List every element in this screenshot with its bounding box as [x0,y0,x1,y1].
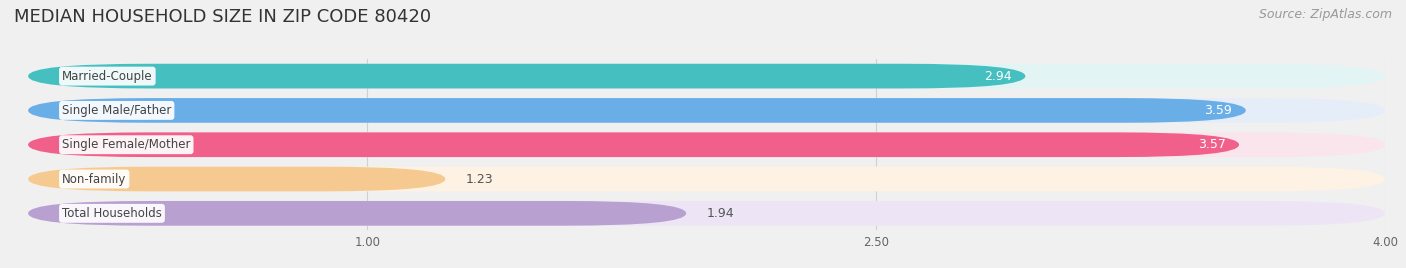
Text: 1.23: 1.23 [465,173,494,185]
FancyBboxPatch shape [28,98,1385,123]
FancyBboxPatch shape [28,201,1385,226]
FancyBboxPatch shape [28,132,1239,157]
Text: Total Households: Total Households [62,207,162,220]
Text: Married-Couple: Married-Couple [62,70,153,83]
Text: Non-family: Non-family [62,173,127,185]
FancyBboxPatch shape [28,98,1246,123]
FancyBboxPatch shape [28,64,1385,88]
Text: Single Female/Mother: Single Female/Mother [62,138,191,151]
Text: Source: ZipAtlas.com: Source: ZipAtlas.com [1258,8,1392,21]
Text: 2.94: 2.94 [984,70,1012,83]
Text: Single Male/Father: Single Male/Father [62,104,172,117]
Text: 3.57: 3.57 [1198,138,1226,151]
FancyBboxPatch shape [28,201,686,226]
FancyBboxPatch shape [28,167,1385,191]
FancyBboxPatch shape [28,167,446,191]
FancyBboxPatch shape [28,64,1025,88]
Text: MEDIAN HOUSEHOLD SIZE IN ZIP CODE 80420: MEDIAN HOUSEHOLD SIZE IN ZIP CODE 80420 [14,8,432,26]
Text: 1.94: 1.94 [707,207,734,220]
FancyBboxPatch shape [28,132,1385,157]
Text: 3.59: 3.59 [1205,104,1232,117]
